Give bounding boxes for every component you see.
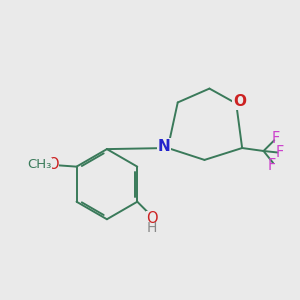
Text: F: F: [268, 158, 276, 173]
Text: O: O: [146, 211, 158, 226]
Text: CH₃: CH₃: [28, 158, 52, 171]
Text: H: H: [147, 220, 157, 235]
Text: N: N: [158, 139, 170, 154]
Text: F: F: [272, 131, 280, 146]
Text: O: O: [47, 158, 59, 172]
Text: O: O: [233, 94, 246, 109]
Text: F: F: [276, 145, 284, 160]
